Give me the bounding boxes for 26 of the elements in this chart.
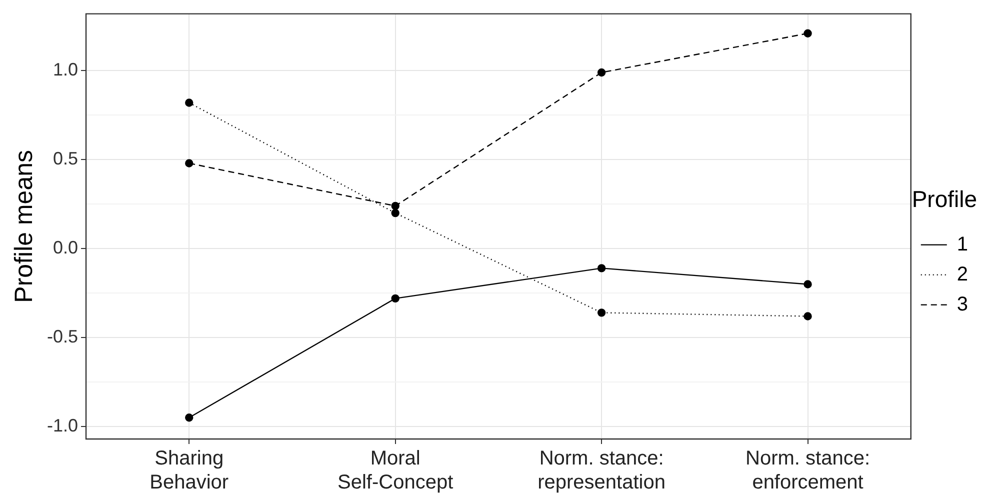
legend-label: 1: [956, 233, 968, 256]
point: [185, 159, 194, 168]
point: [597, 264, 606, 272]
point: [391, 202, 400, 210]
point: [804, 29, 812, 38]
x-tick-label: Sharing Behavior: [150, 448, 229, 494]
y-tick-label: -1.0: [46, 416, 78, 436]
y-tick-label: 0.5: [52, 148, 78, 169]
point: [804, 312, 812, 320]
y-tick-label: -0.5: [46, 326, 78, 347]
point: [391, 208, 400, 218]
legend-title: Profile: [912, 186, 978, 212]
point: [597, 68, 606, 77]
point: [185, 98, 194, 107]
x-tick-label: Norm. stance: enforcement: [746, 448, 870, 494]
x-tick-label: Norm. stance: representation: [538, 448, 666, 494]
point: [597, 308, 606, 317]
y-tick-label: 0.0: [52, 238, 78, 258]
legend-label: 2: [956, 263, 968, 286]
y-tick-label: 1.0: [52, 60, 78, 80]
y-axis-title: Profile means: [10, 150, 38, 303]
point: [185, 414, 194, 422]
x-tick-label: Moral Self-Concept: [338, 448, 454, 494]
legend-label: 3: [956, 293, 968, 316]
point: [804, 280, 812, 288]
point: [391, 294, 400, 303]
